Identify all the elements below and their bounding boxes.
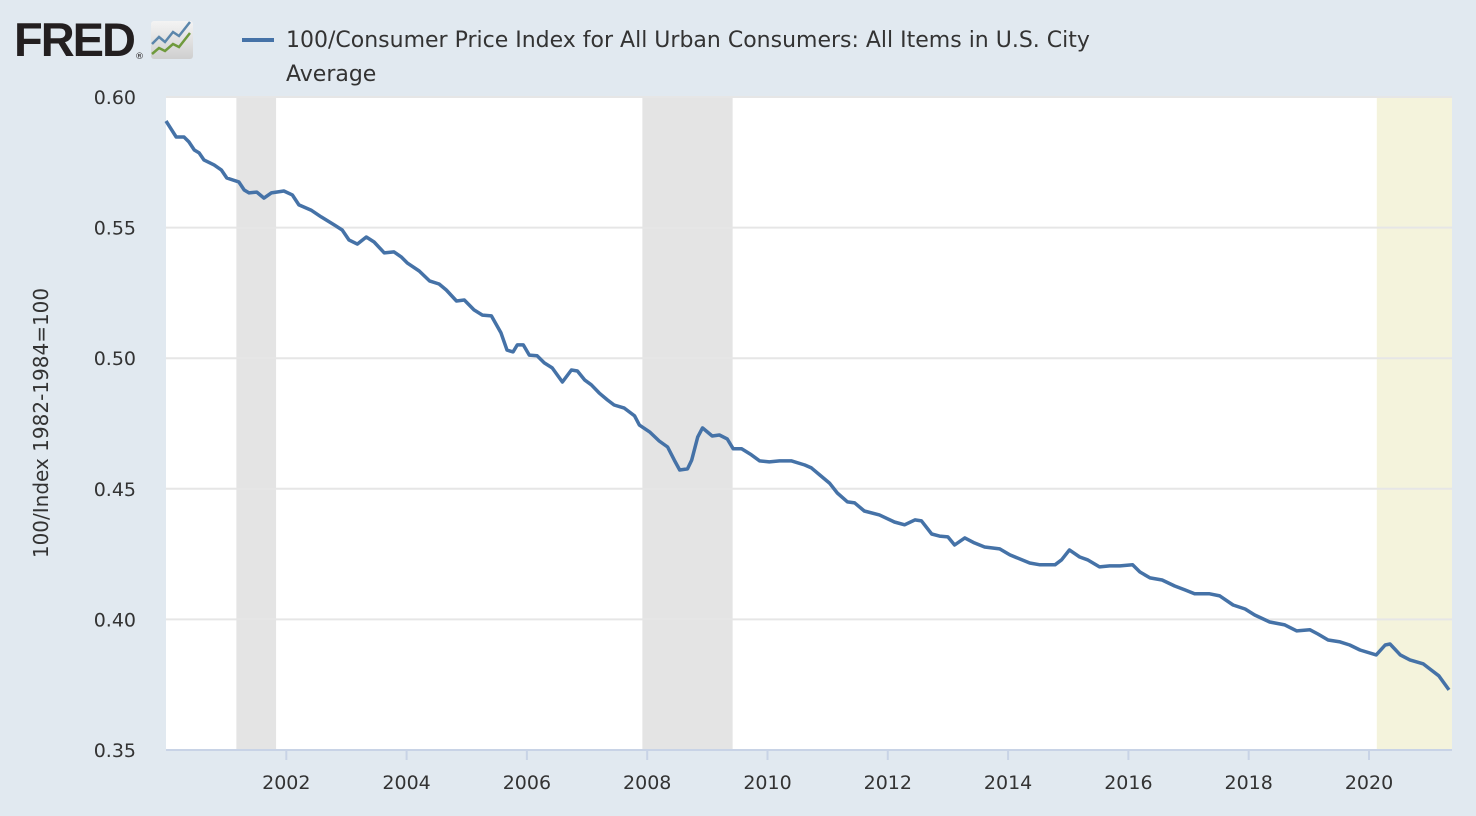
x-tick-label: 2014: [984, 772, 1032, 794]
chart-legend: 100/Consumer Price Index for All Urban C…: [242, 24, 1156, 92]
y-tick-label: 0.35: [94, 740, 136, 762]
y-axis-label: 100/Index 1982-1984=100: [29, 288, 53, 558]
y-tick-label: 0.50: [94, 348, 136, 370]
fred-logo-text: FRED: [14, 13, 136, 66]
y-tick-label: 0.55: [94, 218, 136, 240]
y-tick-label: 0.40: [94, 609, 136, 631]
y-tick-label: 0.45: [94, 479, 136, 501]
x-tick-label: 2004: [382, 772, 430, 794]
x-tick-label: 2018: [1225, 772, 1273, 794]
legend-swatch: [242, 38, 274, 42]
x-tick-label: 2012: [864, 772, 912, 794]
fred-chart-icon: [150, 21, 193, 59]
shaded-period: [1376, 97, 1452, 750]
y-tick-label: 0.60: [94, 87, 136, 109]
x-tick-label: 2016: [1104, 772, 1152, 794]
plot-background: [166, 97, 1452, 750]
legend-label: 100/Consumer Price Index for All Urban C…: [286, 28, 1090, 87]
x-tick-label: 2006: [503, 772, 551, 794]
series-line[interactable]: [164, 120, 1451, 691]
shaded-period: [642, 97, 733, 750]
shaded-period: [236, 97, 277, 750]
x-tick-label: 2020: [1345, 772, 1393, 794]
registered-mark: ®: [134, 52, 144, 62]
fred-logo[interactable]: FRED ®: [14, 13, 194, 66]
x-tick-label: 2008: [623, 772, 671, 794]
x-tick-label: 2002: [262, 772, 310, 794]
x-tick-label: 2010: [743, 772, 791, 794]
